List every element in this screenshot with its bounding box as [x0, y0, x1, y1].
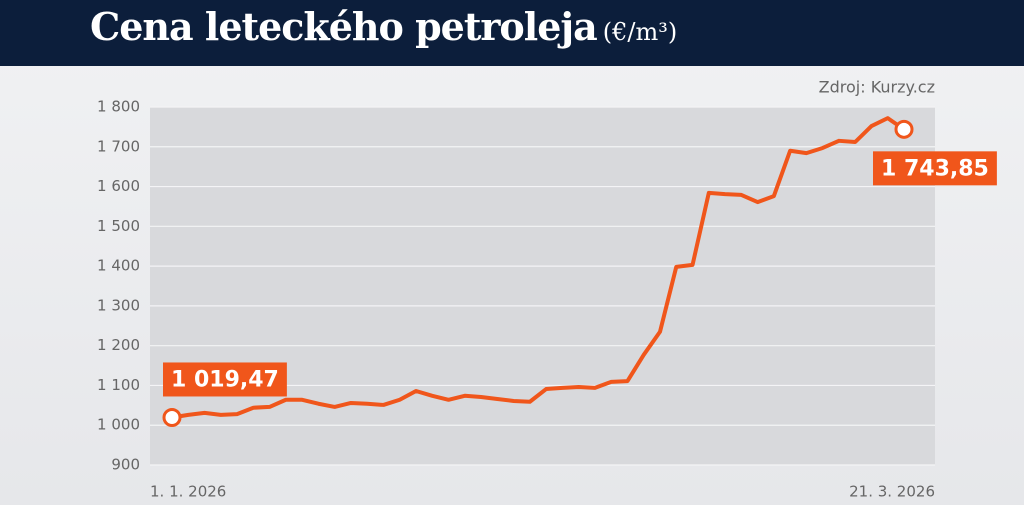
x-tick-label: 21. 3. 2026 — [849, 483, 935, 501]
value-label: 1 743,85 — [881, 156, 989, 181]
y-tick-label: 1 200 — [97, 336, 140, 354]
y-tick-label: 1 500 — [97, 217, 140, 235]
value-label-box — [873, 151, 997, 186]
value-label: 1 019,47 — [171, 367, 279, 392]
plot-area — [150, 107, 935, 465]
source: Zdroj: Kurzy.cz — [819, 78, 935, 97]
end-marker — [894, 119, 914, 139]
header: Cena leteckého petroleja (€/m³) — [0, 0, 1024, 66]
y-tick-label: 900 — [111, 456, 140, 474]
line — [171, 116, 906, 420]
end-marker — [162, 407, 182, 427]
y-tick-label: 1 800 — [97, 98, 140, 116]
y-tick-label: 1 100 — [97, 376, 140, 394]
x-tick-label: 1. 1. 2026 — [150, 483, 226, 501]
y-tick-label: 1 600 — [97, 177, 140, 195]
value-label-box — [163, 362, 287, 397]
chart-unit: (€/m³) — [602, 18, 678, 46]
title-block: Cena leteckého petroleja (€/m³) — [90, 4, 677, 49]
y-tick-label: 1 400 — [97, 257, 140, 275]
y-tick-label: 1 300 — [97, 296, 140, 314]
y-tick-label: 1 000 — [97, 416, 140, 434]
y-tick-label: 1 700 — [97, 137, 140, 155]
chart-title: Cena leteckého petroleja — [90, 4, 598, 49]
